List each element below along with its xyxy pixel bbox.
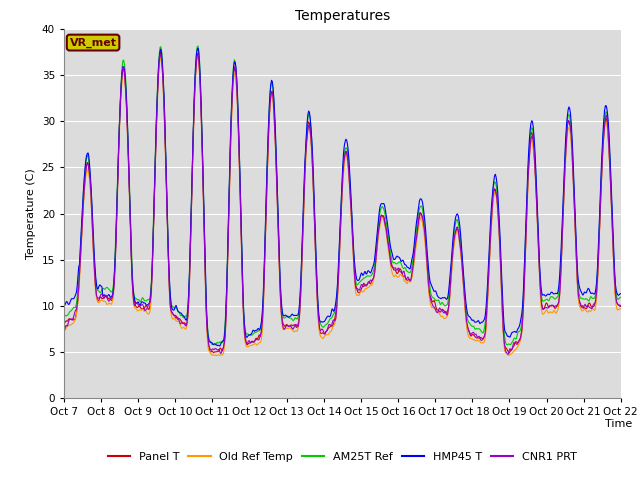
Legend: Panel T, Old Ref Temp, AM25T Ref, HMP45 T, CNR1 PRT: Panel T, Old Ref Temp, AM25T Ref, HMP45 … [104, 448, 581, 467]
Title: Temperatures: Temperatures [295, 10, 390, 24]
Text: VR_met: VR_met [70, 37, 116, 48]
X-axis label: Time: Time [605, 419, 632, 429]
Y-axis label: Temperature (C): Temperature (C) [26, 168, 36, 259]
